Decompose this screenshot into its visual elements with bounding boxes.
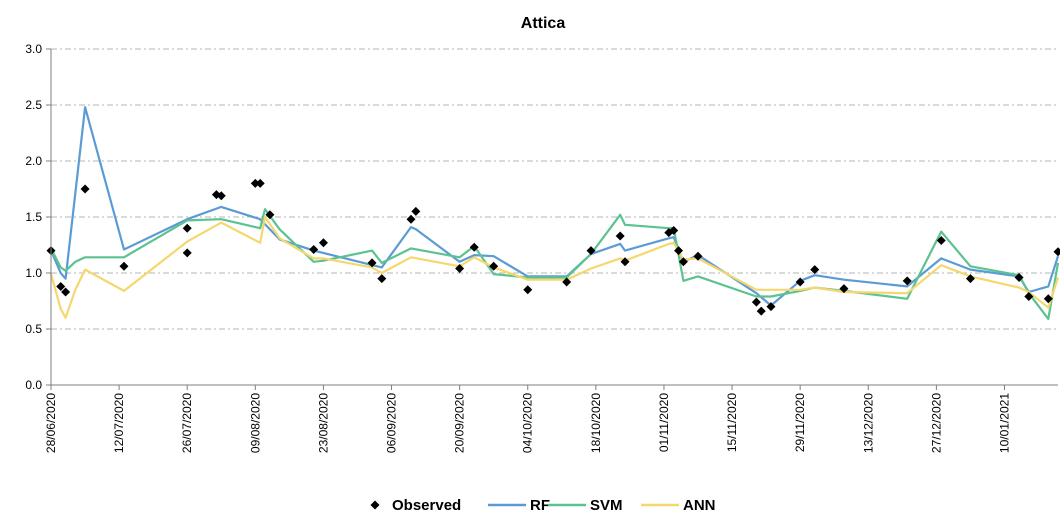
observed-point — [119, 261, 129, 271]
observed-point — [411, 206, 421, 216]
observed-point — [489, 261, 499, 271]
series-line-svm — [50, 208, 1060, 320]
observed-point — [562, 277, 572, 287]
observed-point — [367, 258, 377, 268]
x-tick-label: 04/10/2020 — [521, 393, 535, 453]
x-tick-label: 06/09/2020 — [385, 393, 399, 453]
observed-point — [255, 178, 265, 188]
observed-point — [265, 210, 275, 220]
x-tick-label: 18/10/2020 — [589, 393, 603, 453]
observed-point — [523, 285, 533, 295]
x-tick-label: 29/11/2020 — [793, 393, 807, 452]
observed-point — [756, 306, 766, 316]
y-tick-label: 1.0 — [25, 266, 42, 280]
legend-marker-observed — [370, 500, 380, 510]
x-tick-label: 20/09/2020 — [453, 393, 467, 453]
observed-point — [1053, 247, 1060, 257]
observed-point — [80, 184, 90, 194]
x-tick-label: 09/08/2020 — [248, 393, 262, 453]
observed-point — [902, 276, 912, 286]
y-tick-label: 0.5 — [25, 322, 42, 336]
y-tick-label: 2.0 — [25, 154, 42, 168]
observed-point — [620, 257, 630, 267]
observed-point — [936, 236, 946, 246]
y-tick-label: 1.5 — [25, 210, 42, 224]
observed-point — [693, 251, 703, 261]
series-line-ann — [49, 215, 1060, 319]
x-tick-label: 01/11/2020 — [657, 393, 671, 452]
observed-point — [674, 246, 684, 256]
observed-point — [406, 214, 416, 224]
observed-point — [766, 302, 776, 312]
series-line-rf — [49, 106, 1060, 307]
observed-point — [1014, 272, 1024, 282]
observed-point — [1043, 294, 1053, 304]
x-tick-label: 26/07/2020 — [180, 393, 194, 453]
series-lines — [49, 106, 1060, 320]
legend-label-observed: Observed — [392, 497, 461, 514]
observed-point — [455, 264, 465, 274]
legend: Observed RF SVM ANN — [370, 497, 716, 514]
observed-point — [615, 231, 625, 241]
y-tick-label: 2.5 — [25, 98, 42, 112]
observed-point — [669, 225, 679, 235]
observed-markers — [46, 178, 1060, 316]
observed-point — [965, 274, 975, 284]
x-tick-label: 28/06/2020 — [44, 393, 58, 453]
y-tick-label: 3.0 — [25, 42, 42, 56]
observed-point — [216, 191, 226, 201]
observed-point — [751, 297, 761, 307]
legend-label-svm: SVM — [590, 497, 623, 514]
observed-point — [318, 238, 328, 248]
observed-point — [1024, 292, 1034, 302]
x-tick-label: 23/08/2020 — [316, 393, 330, 453]
observed-point — [795, 277, 805, 287]
observed-point — [309, 244, 319, 254]
observed-point — [678, 257, 688, 267]
legend-label-rf: RF — [530, 497, 550, 514]
y-tick-label: 0.0 — [25, 378, 42, 392]
x-tick-label: 15/11/2020 — [725, 393, 739, 452]
observed-point — [61, 287, 71, 297]
y-axis-ticks: 0.0 0.5 1.0 1.5 2.0 2.5 3.0 — [25, 42, 51, 392]
x-tick-label: 13/12/2020 — [861, 393, 875, 453]
observed-point — [586, 246, 596, 256]
observed-point — [839, 284, 849, 294]
observed-point — [377, 274, 387, 284]
x-tick-label: 27/12/2020 — [929, 393, 943, 453]
observed-point — [182, 223, 192, 233]
legend-label-ann: ANN — [683, 497, 716, 514]
observed-point — [56, 281, 66, 291]
chart-title: Attica — [521, 15, 566, 32]
x-tick-label: 10/01/2021 — [997, 393, 1011, 453]
observed-point — [250, 178, 260, 188]
x-tick-label: 12/07/2020 — [112, 393, 126, 453]
x-axis-ticks: 28/06/2020 12/07/2020 26/07/2020 09/08/2020… — [44, 385, 1011, 453]
observed-point — [182, 248, 192, 258]
observed-point — [469, 242, 479, 252]
observed-point — [810, 265, 820, 275]
